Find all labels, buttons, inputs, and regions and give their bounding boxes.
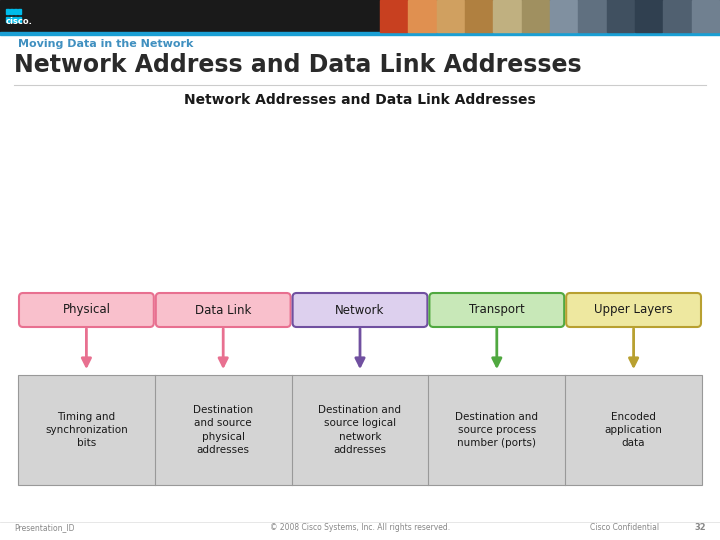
- Text: Destination
and source
physical
addresses: Destination and source physical addresse…: [193, 405, 253, 455]
- Text: Moving Data in the Network: Moving Data in the Network: [18, 39, 194, 49]
- Bar: [10, 9, 13, 14]
- Bar: [578, 0, 606, 32]
- Text: Transport: Transport: [469, 303, 525, 316]
- Bar: [635, 0, 662, 32]
- Bar: [465, 0, 492, 32]
- Bar: [14, 9, 17, 14]
- Bar: [380, 0, 408, 32]
- Bar: [607, 0, 634, 32]
- Bar: [14, 17, 17, 22]
- Text: Encoded
application
data: Encoded application data: [605, 412, 662, 448]
- Bar: [18, 375, 702, 485]
- Bar: [408, 0, 436, 32]
- Bar: [692, 0, 719, 32]
- Text: Network: Network: [336, 303, 384, 316]
- Bar: [6, 17, 9, 22]
- Text: Cisco Confidential: Cisco Confidential: [590, 523, 659, 532]
- Text: Data Link: Data Link: [195, 303, 251, 316]
- Bar: [0, 32, 720, 35]
- Text: 32: 32: [694, 523, 706, 532]
- Bar: [18, 17, 21, 22]
- Bar: [522, 0, 549, 32]
- Bar: [663, 0, 690, 32]
- Text: Physical: Physical: [63, 303, 110, 316]
- Text: Destination and
source process
number (ports): Destination and source process number (p…: [455, 412, 539, 448]
- Bar: [436, 0, 464, 32]
- FancyBboxPatch shape: [292, 293, 428, 327]
- FancyBboxPatch shape: [566, 293, 701, 327]
- Bar: [10, 17, 13, 22]
- Text: Presentation_ID: Presentation_ID: [14, 523, 74, 532]
- Text: Network Addresses and Data Link Addresses: Network Addresses and Data Link Addresse…: [184, 93, 536, 107]
- Text: cisco.: cisco.: [6, 17, 33, 26]
- Bar: [0, 0, 720, 32]
- FancyBboxPatch shape: [429, 293, 564, 327]
- Bar: [18, 9, 21, 14]
- Bar: [6, 9, 9, 14]
- FancyBboxPatch shape: [19, 293, 154, 327]
- Bar: [550, 0, 577, 32]
- Text: Destination and
source logical
network
addresses: Destination and source logical network a…: [318, 405, 402, 455]
- Text: Upper Layers: Upper Layers: [594, 303, 673, 316]
- FancyBboxPatch shape: [156, 293, 291, 327]
- Text: © 2008 Cisco Systems, Inc. All rights reserved.: © 2008 Cisco Systems, Inc. All rights re…: [270, 523, 450, 532]
- Text: Timing and
synchronization
bits: Timing and synchronization bits: [45, 412, 127, 448]
- Text: Network Address and Data Link Addresses: Network Address and Data Link Addresses: [14, 53, 582, 77]
- Bar: [493, 0, 521, 32]
